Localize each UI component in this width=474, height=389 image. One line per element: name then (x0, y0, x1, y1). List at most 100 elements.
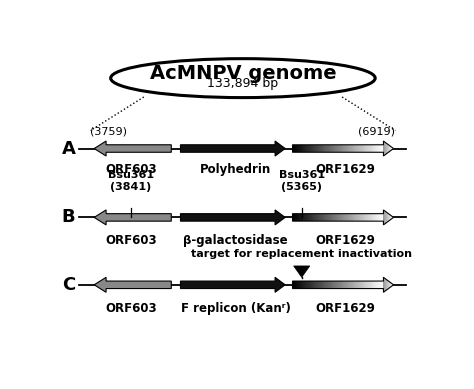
Bar (325, 281, 326, 289)
Bar (322, 214, 323, 221)
Text: target for replacement inactivation: target for replacement inactivation (191, 249, 412, 259)
Bar (355, 281, 356, 289)
Bar (294, 281, 295, 289)
Bar (332, 145, 333, 152)
Bar (382, 145, 383, 152)
Bar (379, 281, 380, 289)
Bar (370, 281, 371, 289)
Bar (379, 214, 380, 221)
Bar (365, 145, 366, 152)
Bar (373, 281, 374, 289)
Bar (352, 214, 353, 221)
Bar (318, 214, 319, 221)
Bar (297, 214, 298, 221)
Bar (323, 281, 324, 289)
Bar (335, 281, 336, 289)
Bar (349, 214, 350, 221)
Bar (341, 281, 342, 289)
Bar (377, 281, 378, 289)
Bar (298, 214, 299, 221)
Bar (331, 281, 332, 289)
Bar (316, 145, 317, 152)
Bar (340, 145, 341, 152)
Bar (325, 145, 326, 152)
Text: Bsu361
(5365): Bsu361 (5365) (279, 170, 325, 192)
Bar (366, 145, 367, 152)
Bar (308, 145, 309, 152)
Bar (361, 145, 362, 152)
Text: ORF1629: ORF1629 (316, 302, 376, 315)
Bar (374, 214, 375, 221)
Bar (372, 214, 373, 221)
Bar (359, 281, 360, 289)
Bar (354, 281, 355, 289)
Bar (325, 214, 326, 221)
Bar (336, 145, 337, 152)
Bar (345, 145, 346, 152)
Bar (353, 281, 354, 289)
Bar (338, 214, 339, 221)
Bar (351, 214, 352, 221)
Bar (312, 214, 313, 221)
Text: A: A (62, 140, 75, 158)
Bar (349, 145, 350, 152)
Bar (380, 145, 381, 152)
Polygon shape (181, 277, 285, 292)
Bar (319, 214, 320, 221)
Text: ORF603: ORF603 (105, 234, 157, 247)
Bar (306, 145, 307, 152)
Bar (296, 281, 297, 289)
Bar (307, 281, 308, 289)
Polygon shape (94, 141, 171, 156)
Bar (310, 281, 311, 289)
Bar (338, 145, 339, 152)
Bar (330, 214, 331, 221)
Bar (294, 145, 295, 152)
Text: ORF1629: ORF1629 (316, 163, 376, 177)
Bar (367, 214, 368, 221)
Bar (375, 214, 376, 221)
Bar (330, 281, 331, 289)
Bar (307, 214, 308, 221)
Bar (376, 214, 377, 221)
Bar (375, 281, 376, 289)
Bar (300, 214, 301, 221)
Bar (334, 281, 335, 289)
Bar (328, 214, 329, 221)
Bar (342, 281, 343, 289)
Bar (312, 281, 313, 289)
Bar (339, 214, 340, 221)
Bar (363, 281, 364, 289)
Bar (366, 281, 367, 289)
Bar (322, 281, 323, 289)
Bar (324, 145, 325, 152)
Bar (357, 214, 358, 221)
Bar (368, 214, 369, 221)
Bar (372, 145, 373, 152)
Bar (329, 281, 330, 289)
Bar (382, 214, 383, 221)
Bar (303, 145, 304, 152)
Bar (305, 281, 306, 289)
Text: ORF1629: ORF1629 (316, 234, 376, 247)
Bar (328, 281, 329, 289)
Bar (316, 214, 317, 221)
Bar (340, 214, 341, 221)
Bar (333, 214, 334, 221)
Bar (326, 145, 327, 152)
Bar (359, 145, 360, 152)
Bar (336, 214, 337, 221)
Text: Polyhedrin: Polyhedrin (200, 163, 271, 177)
Bar (324, 281, 325, 289)
Bar (310, 145, 311, 152)
Bar (332, 281, 333, 289)
Bar (304, 145, 305, 152)
Bar (298, 145, 299, 152)
Bar (380, 214, 381, 221)
Bar (314, 145, 315, 152)
Bar (311, 145, 312, 152)
Bar (352, 145, 353, 152)
Bar (353, 145, 354, 152)
Bar (296, 214, 297, 221)
Bar (346, 214, 347, 221)
